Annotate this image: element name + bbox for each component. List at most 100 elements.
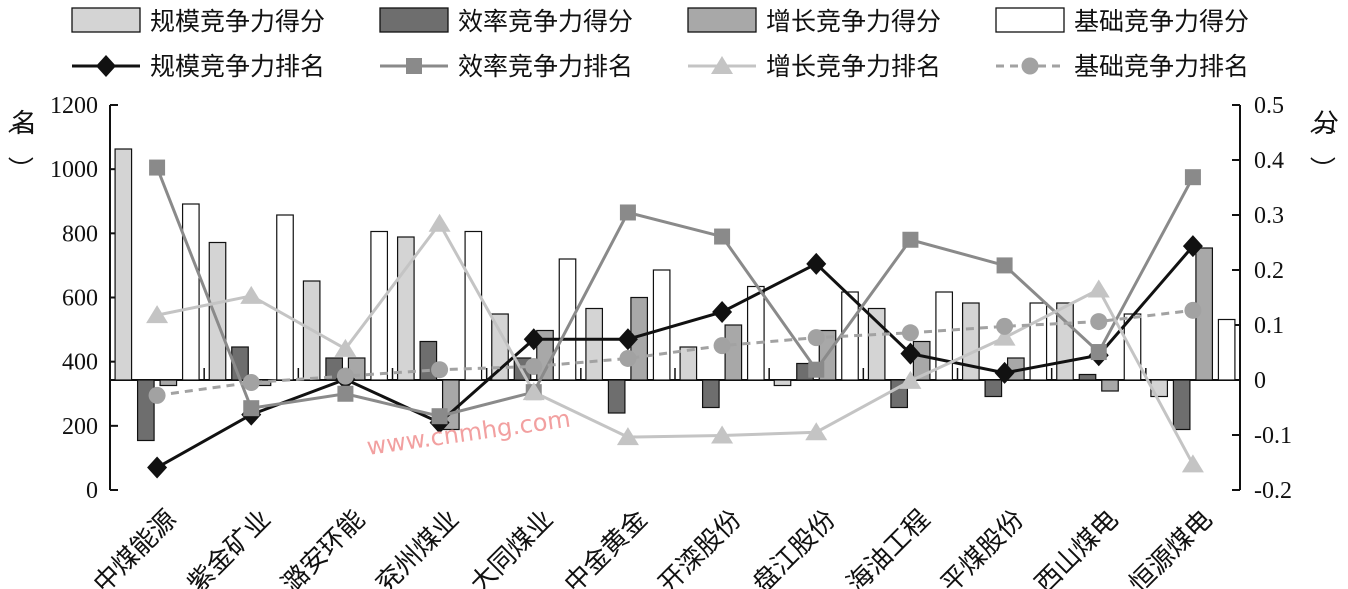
line-2-point (996, 257, 1013, 274)
legend-marker (96, 55, 116, 77)
line-1-point (617, 328, 638, 351)
line-4-point (807, 329, 825, 347)
bar-1 (867, 307, 886, 381)
line-2-point (337, 385, 354, 402)
legend-swatch (71, 7, 141, 33)
category-label: 海油工程 (841, 504, 936, 589)
legend-marker (406, 58, 422, 74)
left-axis-unit-label: （名 ） (4, 108, 37, 182)
bar-4 (181, 203, 200, 381)
category-label: 盘江股份 (747, 504, 842, 589)
bar-2 (1172, 379, 1191, 431)
right-axis-tick-label: 0.3 (1254, 203, 1284, 229)
line-1-point (1182, 235, 1203, 258)
left-axis-tick-label: 1000 (50, 157, 98, 183)
bar-1 (679, 346, 698, 381)
right-axis-tick-label: 0.4 (1254, 148, 1284, 174)
axis-unit-char: （ (4, 108, 34, 134)
bar-2 (701, 379, 720, 409)
line-3-point (899, 370, 922, 389)
bar-1 (961, 302, 980, 381)
line-2-point (149, 159, 166, 176)
bar-4 (558, 258, 577, 381)
right-axis-tick-label: -0.1 (1254, 423, 1292, 449)
bar-4 (652, 269, 671, 381)
category-label: 中煤能源 (88, 504, 183, 589)
legend-label: 增长竞争力得分 (766, 7, 941, 36)
line-4-point (996, 317, 1014, 335)
line-1-point (806, 252, 827, 275)
line-3-point (805, 422, 828, 441)
left-axis-tick-label: 0 (86, 478, 98, 504)
legend-marker (1021, 57, 1039, 75)
line-3-point (616, 427, 639, 446)
legend-label: 基础竞争力得分 (1074, 7, 1249, 36)
right-axis-tick-label: 0 (1254, 368, 1266, 394)
line-4-point (901, 324, 919, 342)
legend-swatch (379, 7, 449, 33)
bar-4 (935, 291, 954, 381)
line-4-point (148, 386, 166, 404)
category-label: 西山煤电 (1030, 504, 1125, 589)
line-3-point (522, 382, 545, 401)
right-axis-tick-label: 0.5 (1254, 93, 1284, 119)
legend-label: 规模竞争力排名 (150, 52, 325, 81)
line-4-point (713, 337, 731, 355)
legend-label: 增长竞争力排名 (766, 52, 941, 81)
line-3-point (711, 425, 734, 444)
category-label: 中金黄金 (559, 504, 654, 589)
line-1-point (900, 342, 921, 365)
category-label: 开滦股份 (653, 504, 748, 589)
legend-marker (711, 56, 733, 74)
line-4-point (336, 367, 354, 385)
bar-4 (1217, 318, 1236, 381)
bar-3 (1101, 379, 1119, 392)
line-1-point (147, 456, 168, 479)
line-1-point (523, 328, 544, 351)
line-1-point (712, 300, 733, 323)
line-2-point (1090, 344, 1107, 361)
legend-swatch (687, 7, 757, 33)
line-3-point (1087, 279, 1110, 298)
line-3-point (428, 213, 451, 232)
legend-label: 效率竞争力排名 (458, 52, 633, 81)
bar-4 (464, 230, 483, 381)
category-label: 潞安环能 (276, 504, 371, 589)
line-1-point (994, 361, 1015, 384)
line-2 (155, 167, 1195, 418)
line-3-point (240, 285, 263, 304)
line-4 (156, 308, 1194, 397)
right-axis-tick-label: -0.2 (1254, 478, 1292, 504)
bar-1 (208, 241, 227, 381)
legend-label: 效率竞争力得分 (458, 7, 633, 36)
line-3 (156, 220, 1195, 466)
right-axis-unit-label: （分 ） (1306, 108, 1339, 182)
line-4-point (431, 361, 449, 379)
line-4-point (1184, 301, 1202, 319)
bar-1 (585, 307, 604, 381)
bar-4 (276, 214, 294, 381)
bar-3 (724, 324, 743, 381)
line-2-point (431, 408, 448, 425)
legend-label: 规模竞争力得分 (150, 7, 325, 36)
axis-unit-char: ） (4, 156, 34, 182)
bar-2 (1078, 373, 1097, 381)
line-2-point (1184, 169, 1201, 186)
right-axis-tick-label: 0.2 (1254, 258, 1284, 284)
legend-label: 基础竞争力排名 (1074, 52, 1249, 81)
bar-4 (746, 285, 765, 381)
line-1 (156, 245, 1195, 469)
axis-unit-char: （ (1306, 108, 1336, 134)
bar-1 (773, 379, 792, 387)
category-label: 大同煤业 (465, 504, 560, 589)
category-label: 平煤股份 (935, 504, 1030, 589)
left-axis-tick-label: 400 (62, 350, 98, 376)
line-4-point (525, 357, 543, 375)
line-3-point (146, 305, 169, 324)
bar-2 (607, 379, 626, 414)
line-3-point (993, 327, 1016, 346)
bars (114, 148, 1236, 442)
legend-swatch (995, 7, 1065, 33)
